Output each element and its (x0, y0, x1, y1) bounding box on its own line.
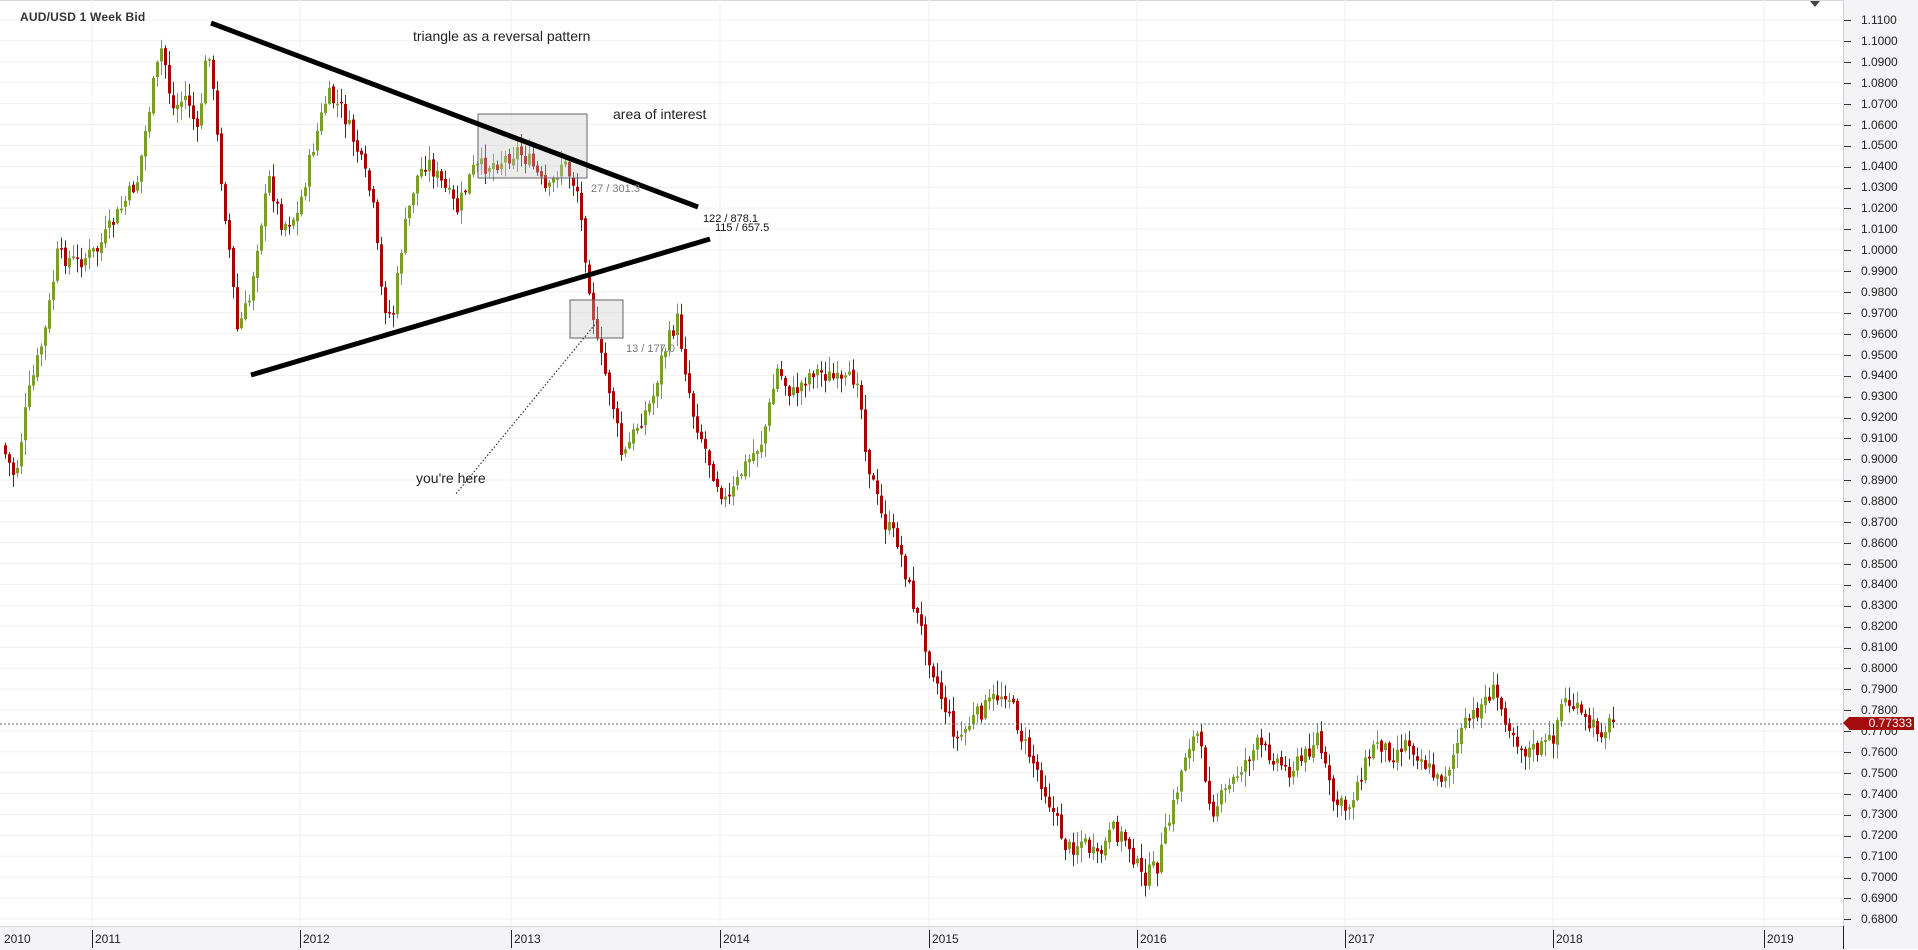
time-axis-label: 2017 (1345, 930, 1375, 948)
price-axis-label: 0.8700 (1844, 515, 1898, 529)
time-axis-label: 2013 (511, 930, 541, 948)
price-axis-label: 1.0900 (1844, 55, 1898, 69)
pattern-title-annotation: triangle as a reversal pattern (413, 28, 591, 44)
lower-trendline-label: 115 / 657.5 (715, 222, 770, 234)
price-axis-label: 0.7800 (1844, 703, 1898, 717)
price-axis-label: 1.1100 (1844, 13, 1897, 27)
price-axis[interactable]: 1.1100 1.1000 1.0900 1.0800 1.0700 1.0600 1.05… (1843, 0, 1918, 926)
candlestick-chart (0, 0, 1843, 926)
time-axis-label: 2015 (929, 930, 959, 948)
price-axis-label: 0.8200 (1844, 619, 1898, 633)
price-axis-label: 0.9400 (1844, 368, 1898, 382)
time-axis-label: 2012 (300, 930, 330, 948)
area-of-interest-annotation: area of interest (613, 106, 707, 122)
youre-here-pointer (454, 321, 598, 496)
time-axis-label: 2019 (1764, 930, 1794, 948)
price-axis-label: 0.8300 (1844, 598, 1898, 612)
price-axis-label: 0.7500 (1844, 766, 1898, 780)
time-axis-label: 2018 (1553, 930, 1583, 948)
price-axis-label: 1.0200 (1844, 201, 1898, 215)
price-axis-label: 0.8900 (1844, 473, 1898, 487)
price-axis-label: 1.0000 (1844, 243, 1898, 257)
upper-trendline (210, 20, 699, 210)
price-axis-label: 0.6800 (1844, 912, 1898, 926)
price-axis-label: 1.0300 (1844, 180, 1898, 194)
price-axis-label: 0.9200 (1844, 410, 1898, 424)
price-axis-label: 1.0700 (1844, 97, 1898, 111)
price-axis-label: 0.8500 (1844, 557, 1898, 571)
time-axis[interactable]: 2010 2011 2012 2013 2014 2015 2016 2017 2018 2019 (0, 926, 1843, 950)
youre-here-annotation: you're here (416, 470, 486, 486)
measure-lower-label: 13 / 177.0 (626, 343, 675, 355)
axis-corner (1843, 926, 1918, 949)
price-axis-label: 0.8400 (1844, 577, 1898, 591)
price-axis-label: 0.7000 (1844, 870, 1898, 884)
youre-here-box (569, 299, 624, 339)
price-axis-label: 0.9600 (1844, 327, 1898, 341)
price-axis-label: 0.7300 (1844, 807, 1898, 821)
price-axis-label: 0.9700 (1844, 306, 1898, 320)
price-axis-label: 1.0800 (1844, 76, 1898, 90)
price-axis-label: 0.9800 (1844, 285, 1898, 299)
price-axis-label: 0.7400 (1844, 787, 1898, 801)
chart-title: AUD/USD 1 Week Bid (20, 10, 146, 24)
time-axis-label: 2011 (92, 930, 121, 948)
time-axis-label: 2010 (4, 932, 31, 946)
price-axis-label: 1.0500 (1844, 138, 1898, 152)
price-axis-label: 0.9500 (1844, 348, 1898, 362)
chart-menu-dropdown-icon[interactable] (1810, 1, 1820, 7)
candles (4, 39, 1615, 897)
price-axis-label: 0.7100 (1844, 849, 1898, 863)
upper-trendline-label: 122 / 878.1 (703, 213, 759, 225)
price-axis-label: 0.9900 (1844, 264, 1898, 278)
price-axis-label: 0.8000 (1844, 661, 1898, 675)
price-axis-label: 0.7200 (1844, 828, 1898, 842)
price-axis-label: 0.6900 (1844, 891, 1898, 905)
horizontal-gridlines (0, 19, 1843, 920)
price-axis-label: 0.8800 (1844, 494, 1898, 508)
price-axis-label: 1.0400 (1844, 159, 1898, 173)
price-axis-label: 0.7600 (1844, 745, 1898, 759)
top-border (0, 0, 1918, 1)
price-axis-label: 0.9100 (1844, 431, 1898, 445)
current-price-tag: 0.77333 (1843, 717, 1914, 730)
time-axis-label: 2014 (720, 930, 750, 948)
price-axis-label: 0.9000 (1844, 452, 1898, 466)
measure-upper-label: 27 / 301.3 (591, 183, 640, 195)
time-axis-label: 2016 (1137, 930, 1167, 948)
price-axis-label: 1.0100 (1844, 222, 1898, 236)
price-axis-label: 0.8100 (1844, 640, 1898, 654)
price-axis-label: 0.7900 (1844, 682, 1898, 696)
price-axis-label: 1.0600 (1844, 118, 1898, 132)
price-axis-label: 1.1000 (1844, 34, 1898, 48)
lower-trendline (250, 236, 711, 378)
price-axis-label: 0.9300 (1844, 389, 1898, 403)
vertical-gridlines (91, 0, 1765, 926)
price-axis-label: 0.8600 (1844, 536, 1898, 550)
chart-plot-area[interactable]: AUD/USD 1 Week Bid triangle as a reversa… (0, 0, 1843, 926)
